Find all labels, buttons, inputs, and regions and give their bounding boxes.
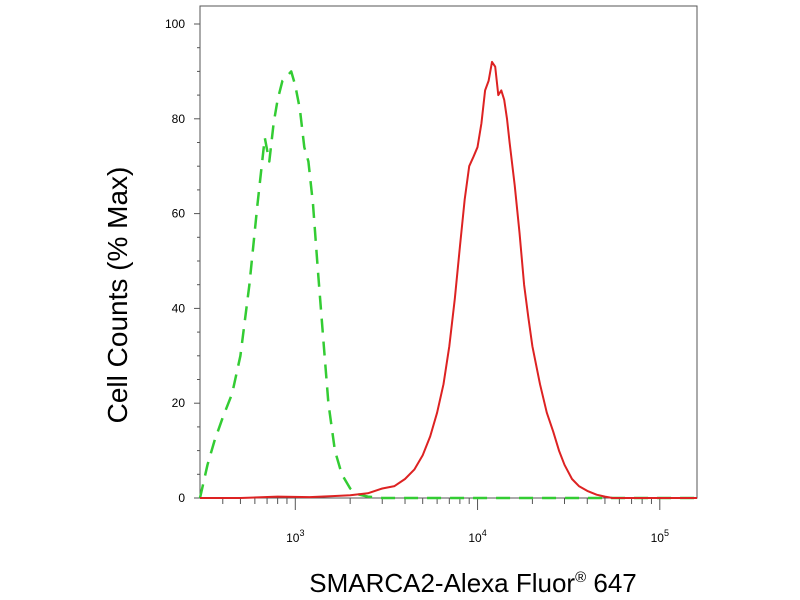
y-tick-label: 40 — [172, 301, 186, 315]
x-tick-label-base: 10 — [651, 531, 665, 545]
smarca2-histogram-line — [200, 60, 697, 499]
y-tick-label: 60 — [172, 207, 186, 221]
y-tick-label: 0 — [178, 491, 185, 505]
x-tick-label-exponent: 3 — [299, 528, 304, 538]
y-tick-label: 100 — [165, 17, 185, 31]
x-axis-label-main: SMARCA2-Alexa Fluor — [309, 568, 575, 598]
x-tick-label-base: 10 — [468, 531, 482, 545]
x-tick-label: 104 — [468, 528, 486, 545]
y-axis-label: Cell Counts (% Max) — [102, 167, 133, 424]
y-axis-ticks: 0 20 40 60 80 100 — [165, 17, 200, 505]
x-tick-label-exponent: 4 — [482, 528, 487, 538]
y-tick-label: 80 — [172, 112, 186, 126]
x-axis-label-suffix: 647 — [586, 568, 637, 598]
plot-area-frame — [199, 5, 698, 499]
x-axis-label-registered-mark: ® — [575, 569, 586, 586]
series-layer — [198, 60, 697, 500]
x-tick-label: 105 — [651, 528, 669, 545]
x-axis-ticks: 103 104 105 — [222, 498, 669, 545]
x-tick-label: 103 — [286, 528, 304, 545]
y-tick-label: 20 — [172, 396, 186, 410]
control-histogram-line — [198, 70, 697, 500]
x-axis-label: SMARCA2-Alexa Fluor® 647 — [309, 568, 637, 598]
x-tick-label-base: 10 — [286, 531, 300, 545]
x-tick-label-exponent: 5 — [664, 528, 669, 538]
